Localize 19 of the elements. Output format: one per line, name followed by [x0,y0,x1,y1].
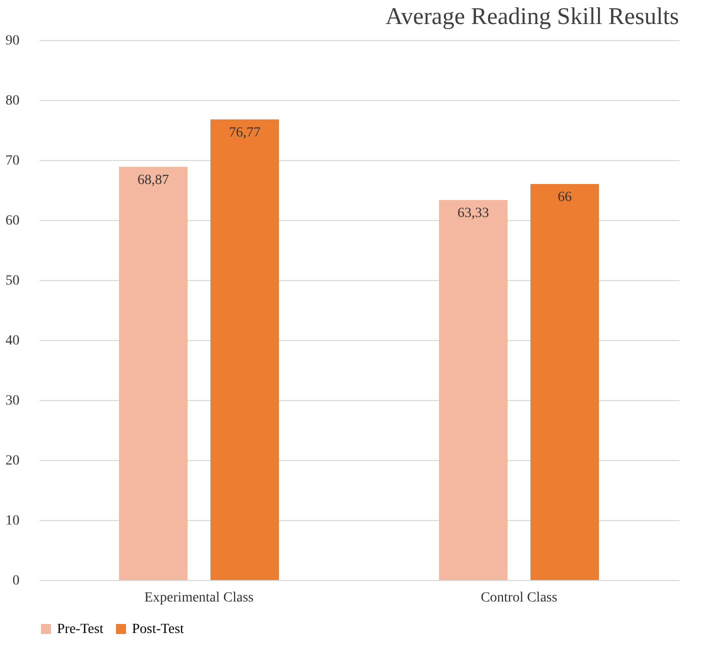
y-tick-label: 40 [6,334,20,348]
y-tick-label: 90 [6,34,20,48]
data-label: 68,87 [138,172,170,188]
data-label: 63,33 [458,206,490,222]
legend-label: Pre-Test [57,622,104,637]
y-tick-label: 50 [6,274,20,288]
chart-title: Average Reading Skill Results [385,4,679,30]
data-label: 76,77 [228,125,260,140]
x-tick-label: Experimental Class [144,590,254,606]
y-tick-label: 20 [6,454,20,468]
y-tick-label: 0 [12,574,20,588]
legend-label: Post-Test [132,622,184,637]
y-tick-label: 70 [6,154,20,168]
data-label: 66 [558,190,572,205]
y-tick-label: 10 [6,514,20,528]
y-tick-label: 60 [6,214,20,228]
y-tick-label: 30 [6,394,20,408]
y-tick-label: 80 [6,94,20,108]
x-tick-label: Control Class [480,590,558,606]
